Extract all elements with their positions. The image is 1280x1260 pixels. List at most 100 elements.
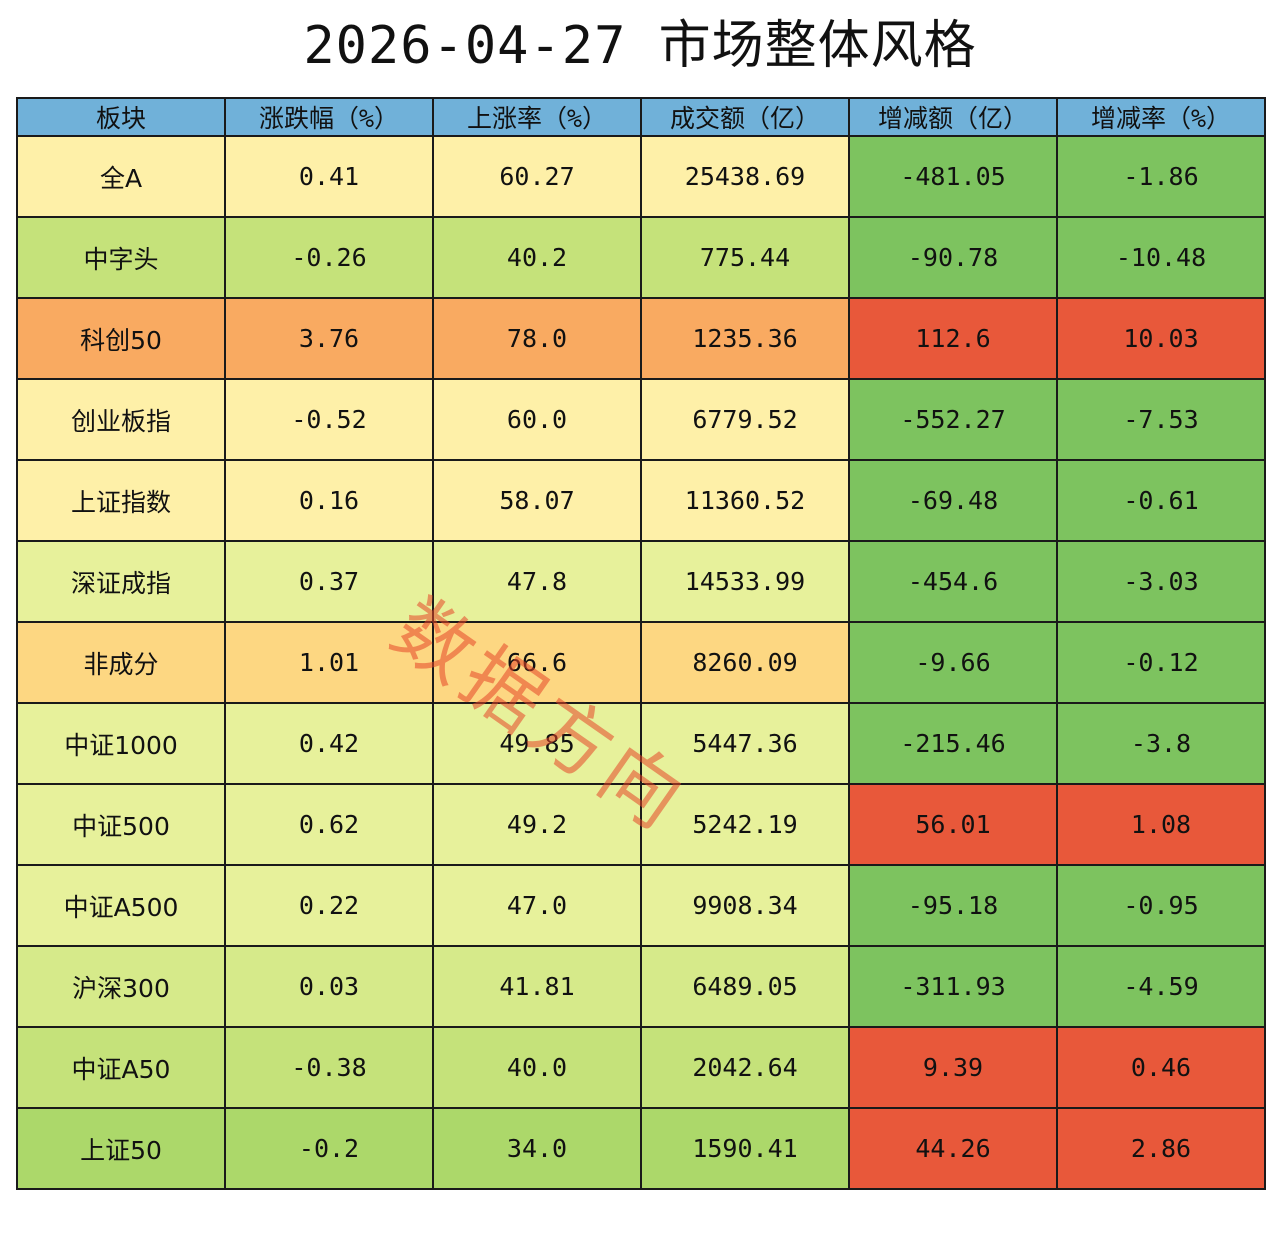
data-cell: 1.08 <box>1056 783 1266 866</box>
data-cell: -10.48 <box>1056 216 1266 299</box>
data-cell: 0.03 <box>224 945 434 1028</box>
data-cell: -0.38 <box>224 1026 434 1109</box>
data-cell: 1.01 <box>224 621 434 704</box>
row-label-cell: 科创50 <box>16 297 226 380</box>
table-row: 沪深300 0.03 41.81 6489.05 -311.93 -4.59 <box>16 945 1266 1028</box>
table-row: 上证指数 0.16 58.07 11360.52 -69.48 -0.61 <box>16 459 1266 542</box>
header-cell: 板块 <box>16 97 226 137</box>
data-cell: -95.18 <box>848 864 1058 947</box>
data-cell: 2042.64 <box>640 1026 850 1109</box>
chart-title: 2026-04-27 市场整体风格 <box>303 16 977 76</box>
data-cell: 6489.05 <box>640 945 850 1028</box>
header-cell: 涨跌幅（%） <box>224 97 434 137</box>
data-cell: 0.22 <box>224 864 434 947</box>
row-label-cell: 深证成指 <box>16 540 226 623</box>
data-cell: 0.16 <box>224 459 434 542</box>
header-cell: 增减额（亿） <box>848 97 1058 137</box>
row-label-cell: 沪深300 <box>16 945 226 1028</box>
data-cell: 14533.99 <box>640 540 850 623</box>
data-cell: -3.03 <box>1056 540 1266 623</box>
data-cell: -0.52 <box>224 378 434 461</box>
data-cell: 8260.09 <box>640 621 850 704</box>
data-cell: 66.6 <box>432 621 642 704</box>
data-cell: 1590.41 <box>640 1107 850 1190</box>
data-cell: -215.46 <box>848 702 1058 785</box>
table-row: 全A 0.41 60.27 25438.69 -481.05 -1.86 <box>16 135 1266 218</box>
data-cell: -0.2 <box>224 1107 434 1190</box>
table-row: 中证1000 0.42 49.85 5447.36 -215.46 -3.8 <box>16 702 1266 785</box>
row-label-cell: 中证A50 <box>16 1026 226 1109</box>
data-cell: 775.44 <box>640 216 850 299</box>
table-row: 上证50 -0.2 34.0 1590.41 44.26 2.86 <box>16 1107 1266 1190</box>
data-cell: 47.0 <box>432 864 642 947</box>
data-cell: 9.39 <box>848 1026 1058 1109</box>
data-cell: 0.37 <box>224 540 434 623</box>
row-label-cell: 中证A500 <box>16 864 226 947</box>
data-cell: 0.62 <box>224 783 434 866</box>
table-row: 创业板指 -0.52 60.0 6779.52 -552.27 -7.53 <box>16 378 1266 461</box>
data-cell: 9908.34 <box>640 864 850 947</box>
row-label-cell: 中证500 <box>16 783 226 866</box>
data-cell: 41.81 <box>432 945 642 1028</box>
row-label-cell: 中字头 <box>16 216 226 299</box>
table-body: 全A 0.41 60.27 25438.69 -481.05 -1.86 中字头 -0.26 4… <box>16 135 1266 1190</box>
data-cell: 10.03 <box>1056 297 1266 380</box>
data-cell: 47.8 <box>432 540 642 623</box>
data-cell: 112.6 <box>848 297 1058 380</box>
data-cell: 40.0 <box>432 1026 642 1109</box>
data-cell: 3.76 <box>224 297 434 380</box>
data-cell: -0.95 <box>1056 864 1266 947</box>
market-style-table: 板块 涨跌幅（%） 上涨率（%） 成交额（亿） 增减额（亿） 增减率（%） 全A… <box>16 97 1266 1190</box>
row-label-cell: 上证指数 <box>16 459 226 542</box>
row-label-cell: 全A <box>16 135 226 218</box>
data-cell: 5242.19 <box>640 783 850 866</box>
data-cell: -7.53 <box>1056 378 1266 461</box>
data-cell: 60.0 <box>432 378 642 461</box>
data-cell: 0.46 <box>1056 1026 1266 1109</box>
data-cell: 34.0 <box>432 1107 642 1190</box>
data-cell: 78.0 <box>432 297 642 380</box>
data-cell: 44.26 <box>848 1107 1058 1190</box>
data-cell: 56.01 <box>848 783 1058 866</box>
data-cell: -9.66 <box>848 621 1058 704</box>
row-label-cell: 非成分 <box>16 621 226 704</box>
table-row: 中字头 -0.26 40.2 775.44 -90.78 -10.48 <box>16 216 1266 299</box>
data-cell: 25438.69 <box>640 135 850 218</box>
data-cell: 49.85 <box>432 702 642 785</box>
data-cell: -1.86 <box>1056 135 1266 218</box>
table-row: 中证A500 0.22 47.0 9908.34 -95.18 -0.95 <box>16 864 1266 947</box>
data-cell: 60.27 <box>432 135 642 218</box>
table-row: 中证500 0.62 49.2 5242.19 56.01 1.08 <box>16 783 1266 866</box>
header-cell: 上涨率（%） <box>432 97 642 137</box>
data-cell: 5447.36 <box>640 702 850 785</box>
data-cell: -90.78 <box>848 216 1058 299</box>
data-cell: -4.59 <box>1056 945 1266 1028</box>
table-row: 科创50 3.76 78.0 1235.36 112.6 10.03 <box>16 297 1266 380</box>
header-cell: 增减率（%） <box>1056 97 1266 137</box>
data-cell: 2.86 <box>1056 1107 1266 1190</box>
data-cell: -0.61 <box>1056 459 1266 542</box>
data-cell: 40.2 <box>432 216 642 299</box>
data-cell: -481.05 <box>848 135 1058 218</box>
data-cell: -0.12 <box>1056 621 1266 704</box>
row-label-cell: 上证50 <box>16 1107 226 1190</box>
row-label-cell: 中证1000 <box>16 702 226 785</box>
data-cell: 6779.52 <box>640 378 850 461</box>
data-cell: -311.93 <box>848 945 1058 1028</box>
data-cell: -454.6 <box>848 540 1058 623</box>
data-cell: 0.41 <box>224 135 434 218</box>
data-cell: 58.07 <box>432 459 642 542</box>
data-cell: -3.8 <box>1056 702 1266 785</box>
data-cell: 1235.36 <box>640 297 850 380</box>
data-cell: -0.26 <box>224 216 434 299</box>
table-row: 深证成指 0.37 47.8 14533.99 -454.6 -3.03 <box>16 540 1266 623</box>
header-cell: 成交额（亿） <box>640 97 850 137</box>
data-cell: -552.27 <box>848 378 1058 461</box>
data-cell: 49.2 <box>432 783 642 866</box>
table-row: 中证A50 -0.38 40.0 2042.64 9.39 0.46 <box>16 1026 1266 1109</box>
data-cell: 0.42 <box>224 702 434 785</box>
row-label-cell: 创业板指 <box>16 378 226 461</box>
table-header-row: 板块 涨跌幅（%） 上涨率（%） 成交额（亿） 增减额（亿） 增减率（%） <box>16 97 1266 137</box>
table-row: 非成分 1.01 66.6 8260.09 -9.66 -0.12 <box>16 621 1266 704</box>
data-cell: 11360.52 <box>640 459 850 542</box>
